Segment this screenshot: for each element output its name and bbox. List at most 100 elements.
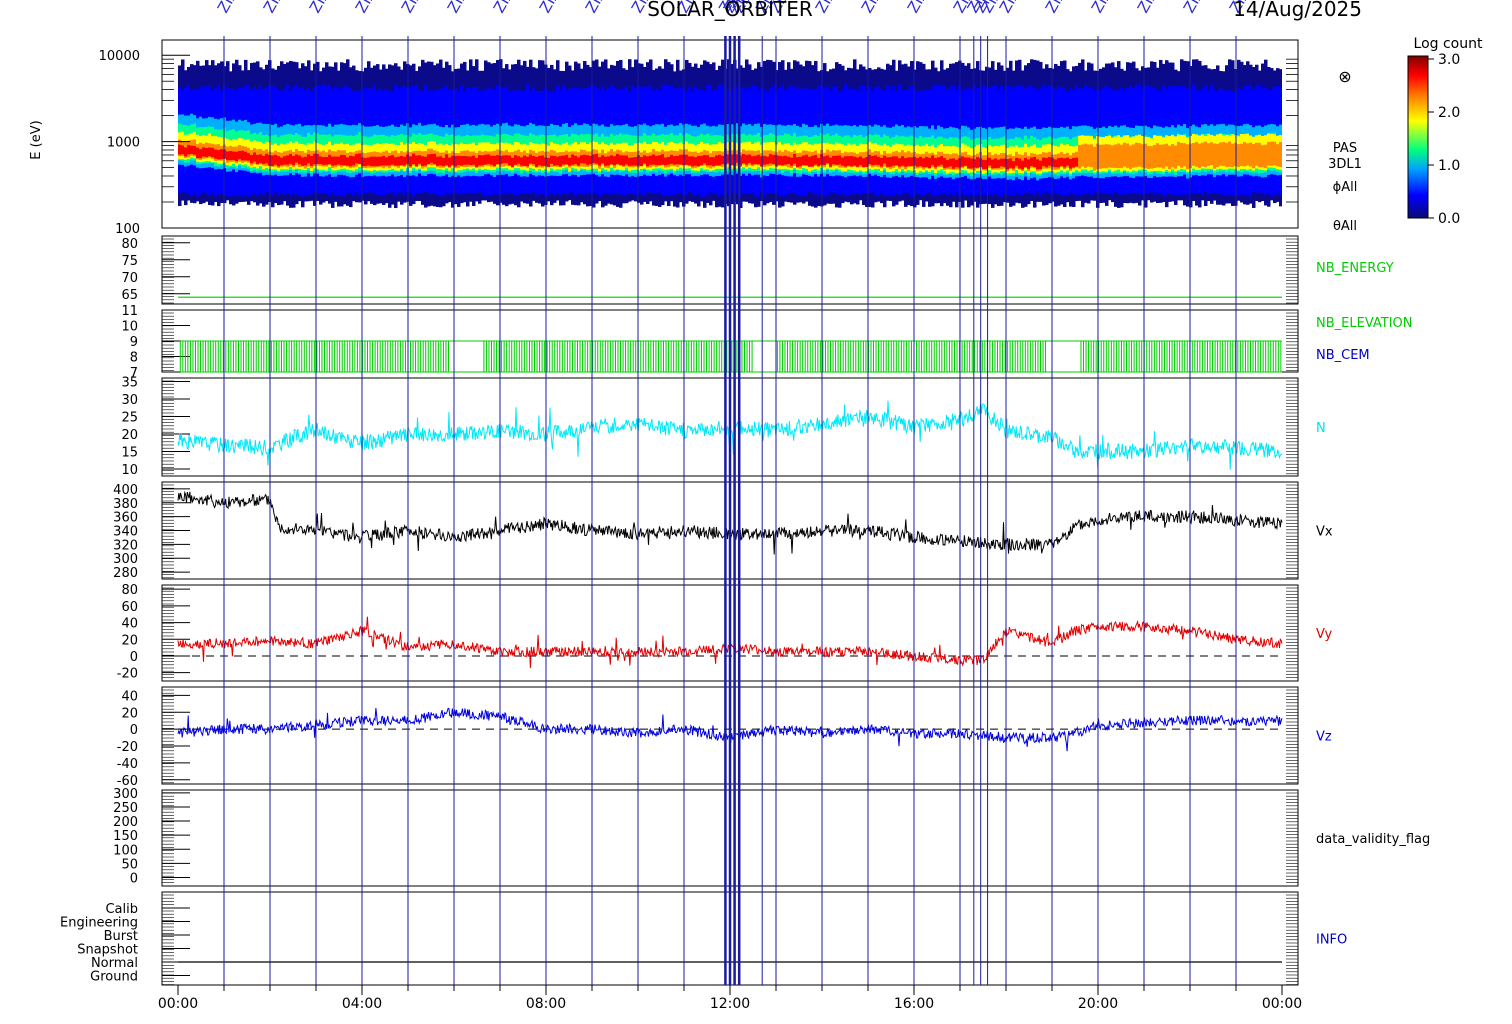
- panel-tick-label: 60: [121, 600, 138, 615]
- panel-tick-label: 20: [121, 633, 138, 648]
- event-marker-label: ZIA3: [996, 0, 1029, 16]
- x-tick-label: 16:00: [894, 996, 934, 1012]
- panel-tick-label: 10: [121, 463, 138, 478]
- panel-label: N: [1316, 421, 1326, 436]
- panel-tick-label: 150: [113, 829, 138, 844]
- panel-tick-label: 15: [121, 446, 138, 461]
- panel-tick-label: 35: [121, 376, 138, 391]
- panel-tick-label: 0: [130, 650, 138, 665]
- info-level-label: Normal: [91, 956, 138, 971]
- panel-label: NB_ENERGY: [1316, 261, 1394, 276]
- colorbar-tick-label: 1.0: [1438, 158, 1460, 174]
- event-marker-label: ZIA3: [490, 0, 523, 16]
- event-marker-label: ZIA3: [1088, 0, 1121, 16]
- panel-tick-label: 320: [113, 538, 138, 553]
- panel-tick-label: 65: [121, 288, 138, 303]
- panel-tick-label: 280: [113, 566, 138, 581]
- colorbar-label: Log count: [1414, 36, 1483, 52]
- event-marker-label: ZIA3: [306, 0, 339, 16]
- event-marker-label: ZIA3: [398, 0, 431, 16]
- panel-tick-label: -60: [117, 774, 138, 789]
- x-tick-label: 00:00: [158, 996, 198, 1012]
- info-level-label: Engineering: [60, 916, 138, 931]
- text-layer: SOLAR_ORBITER 14/Aug/2025 E (eV) Log cou…: [29, 0, 1483, 160]
- date-label: 14/Aug/2025: [1233, 0, 1362, 21]
- colorbar: [1407, 55, 1429, 219]
- colorbar-tick-label: 2.0: [1438, 105, 1460, 121]
- event-marker-label: ZIA3: [1134, 0, 1167, 16]
- event-marker-label: ZIA3: [904, 0, 937, 16]
- spectrogram-ytick-label: 10000: [99, 49, 140, 64]
- panel-label: Vy: [1316, 627, 1333, 642]
- panel-tick-label: 7: [130, 366, 138, 381]
- panel-info: CalibEngineeringBurstSnapshotNormalGroun…: [60, 891, 1347, 986]
- spectrogram-ytick-label: 100: [115, 222, 140, 237]
- panel-tick-label: 300: [113, 787, 138, 802]
- event-marker-label: ZIA3: [1180, 0, 1213, 16]
- event-marker-label: ZIA3: [536, 0, 569, 16]
- panel-tick-label: 25: [121, 411, 138, 426]
- mission-title: SOLAR_ORBITER: [647, 0, 813, 21]
- spectrogram-side-label: θAll: [1333, 219, 1357, 234]
- x-tick-label: 04:00: [342, 996, 382, 1012]
- panel-tick-label: 11: [121, 304, 138, 319]
- spectrogram-side-label: ϕAll: [1333, 180, 1358, 195]
- panel-tick-label: 0: [130, 723, 138, 738]
- panel-tick-label: 400: [113, 483, 138, 498]
- colorbar-tick-label: 3.0: [1438, 52, 1460, 68]
- panel-tick-label: 50: [121, 857, 138, 872]
- panel-tick-label: 20: [121, 428, 138, 443]
- x-tick-label: 08:00: [526, 996, 566, 1012]
- spectrogram-ylabel: E (eV): [29, 120, 44, 159]
- panel-label: data_validity_flag: [1316, 832, 1430, 847]
- event-marker-label: ZIA3: [260, 0, 293, 16]
- event-marker-label: ZIA3: [352, 0, 385, 16]
- panel-label: Vx: [1316, 525, 1333, 540]
- panel-tick-label: -20: [117, 667, 138, 682]
- panel-tick-label: 0: [130, 872, 138, 887]
- panel-tick-label: 40: [121, 617, 138, 632]
- x-tick-label: 12:00: [710, 996, 750, 1012]
- info-level-label: Burst: [104, 929, 138, 944]
- event-marker-label: ZIA3: [444, 0, 477, 16]
- panel-tick-label: 40: [121, 689, 138, 704]
- spectrogram-side-label: ⊗: [1338, 67, 1351, 86]
- panel-label: NB_ELEVATION: [1316, 316, 1413, 331]
- spectrogram-side-label: PAS: [1333, 141, 1357, 156]
- panel-tick-label: 340: [113, 525, 138, 540]
- panel-tick-label: -40: [117, 757, 138, 772]
- panel-tick-label: 8: [130, 351, 138, 366]
- event-marker-label: ZIA3: [214, 0, 247, 16]
- panel-tick-label: 380: [113, 497, 138, 512]
- panel-label: INFO: [1316, 933, 1347, 948]
- panel-tick-label: 75: [121, 254, 138, 269]
- panel-tick-label: 20: [121, 706, 138, 721]
- panel-tick-label: 200: [113, 815, 138, 830]
- event-marker-label: ZIA3: [1042, 0, 1075, 16]
- panel-n: 35 30 25 20 15 10 N: [121, 376, 1325, 479]
- panel-label-secondary: NB_CEM: [1316, 348, 1370, 363]
- info-level-label: Ground: [90, 970, 138, 985]
- panel-tick-label: 10: [121, 320, 138, 335]
- panel-tick-label: 300: [113, 552, 138, 567]
- info-level-label: Calib: [105, 902, 138, 917]
- panel-label: Vz: [1316, 730, 1332, 745]
- panel-tick-label: 250: [113, 801, 138, 816]
- panel-tick-label: 70: [121, 271, 138, 286]
- panels-layer: 80757065NB_ENERGY1110987NB_ELEVATIONNB_C…: [60, 235, 1430, 1012]
- panel-tick-label: 80: [121, 237, 138, 252]
- panel-tick-label: 360: [113, 511, 138, 526]
- event-marker-label: ZIA3: [812, 0, 845, 16]
- panel-nb-energy: 80 75 70 65 NB_ENERGY: [121, 235, 1394, 305]
- colorbar-tick-label: 0.0: [1438, 211, 1460, 227]
- event-marker-label: ZIA3: [858, 0, 891, 16]
- event-marker-label: ZIA3: [582, 0, 615, 16]
- panel-tick-label: 9: [130, 335, 138, 350]
- info-level-label: Snapshot: [77, 943, 138, 958]
